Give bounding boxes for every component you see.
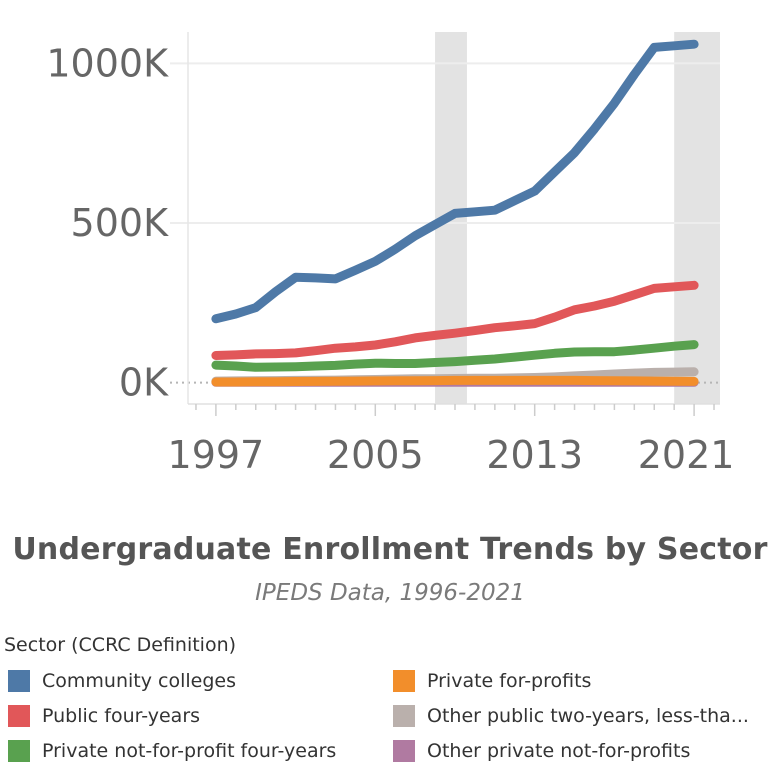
y-axis-tick-labels: 0K 500K 1000K <box>46 41 169 404</box>
legend-item[interactable]: Private for-profits <box>393 666 591 696</box>
line-chart: 0K 500K 1000K 1997 2005 2013 2021 <box>46 32 735 477</box>
legend-label: Other public two-years, less-tha... <box>427 705 749 727</box>
axes <box>187 32 720 416</box>
x-tick-label: 2021 <box>638 433 735 477</box>
legend-swatch <box>8 705 30 727</box>
x-axis-tick-labels: 1997 2005 2013 2021 <box>168 433 735 477</box>
legend-label: Other private not-for-profits <box>427 740 691 762</box>
legend-title: Sector (CCRC Definition) <box>4 634 237 656</box>
legend-swatch <box>8 740 30 762</box>
legend-swatch <box>393 670 415 692</box>
y-tick-label: 1000K <box>46 41 169 85</box>
legend-label: Community colleges <box>42 670 236 692</box>
x-tick-label: 1997 <box>168 433 265 477</box>
x-tick-label: 2005 <box>327 433 424 477</box>
legend-item[interactable]: Other public two-years, less-tha... <box>393 701 749 731</box>
legend-swatch <box>8 670 30 692</box>
y-tick-label: 500K <box>71 201 170 245</box>
series-line-private-not-for-profit-four-years <box>211 340 699 372</box>
chart-title: Undergraduate Enrollment Trends by Secto… <box>12 532 768 567</box>
legend-item[interactable]: Other private not-for-profits <box>393 736 690 766</box>
legend-item[interactable]: Community colleges <box>8 666 236 696</box>
y-tick-label: 0K <box>119 361 169 405</box>
legend-swatch <box>393 705 415 727</box>
series-line-public-four-years <box>211 280 699 360</box>
legend-label: Public four-years <box>42 705 201 727</box>
series-lines <box>211 39 699 387</box>
legend-item[interactable]: Public four-years <box>8 701 200 731</box>
series-line-private-for-profits <box>211 375 699 387</box>
legend-label: Private not-for-profit four-years <box>42 740 337 762</box>
legend-item[interactable]: Private not-for-profit four-years <box>8 736 336 766</box>
x-tick-label: 2013 <box>486 433 583 477</box>
series-line-community-colleges <box>211 39 699 324</box>
legend-swatch <box>393 740 415 762</box>
legend-label: Private for-profits <box>427 670 592 692</box>
chart-subtitle: IPEDS Data, 1996-2021 <box>255 580 525 606</box>
